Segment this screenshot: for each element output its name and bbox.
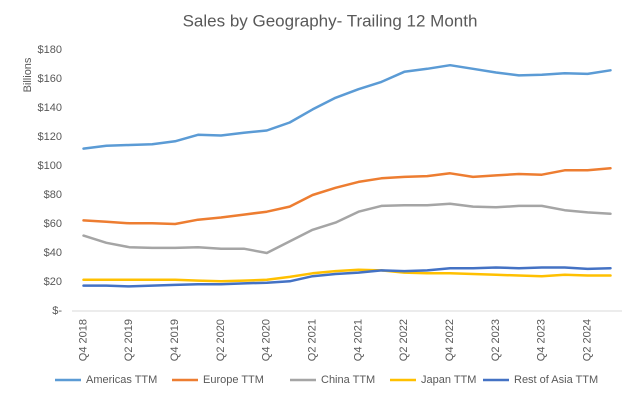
x-tick-label: Q4 2022: [444, 319, 456, 361]
y-tick-label: $80: [44, 189, 62, 201]
y-tick-label: $20: [44, 276, 62, 288]
legend-label: Japan TTM: [421, 374, 476, 386]
legend-label: Europe TTM: [203, 374, 264, 386]
y-axis-label: Billions: [22, 57, 34, 92]
x-tick-label: Q4 2023: [536, 319, 548, 361]
y-tick-label: $40: [44, 247, 62, 259]
chart-title: Sales by Geography- Trailing 12 Month: [183, 11, 478, 30]
x-tick-label: Q4 2021: [352, 319, 364, 361]
x-tick-label: Q4 2018: [77, 319, 89, 361]
y-tick-label: $160: [38, 73, 62, 85]
legend-label: Rest of Asia TTM: [514, 374, 598, 386]
legend-label: Americas TTM: [86, 374, 157, 386]
x-tick-label: Q4 2020: [261, 319, 273, 361]
series-line: [82, 268, 612, 283]
series-line: [82, 202, 612, 255]
x-tick-label: Q2 2021: [307, 319, 319, 361]
x-tick-label: Q2 2022: [398, 319, 410, 361]
y-tick-label: $140: [38, 102, 62, 114]
x-tick-label: Q2 2024: [582, 319, 594, 361]
legend-label: China TTM: [321, 374, 375, 386]
x-tick-label: Q2 2023: [490, 319, 502, 361]
y-tick-label: $180: [38, 44, 62, 56]
x-tick-label: Q2 2019: [123, 319, 135, 361]
series-line: [82, 63, 612, 150]
y-tick-label: $60: [44, 218, 62, 230]
x-tick-label: Q2 2020: [215, 319, 227, 361]
y-tick-label: $120: [38, 131, 62, 143]
y-tick-label: $100: [38, 160, 62, 172]
y-tick-label: $-: [52, 305, 62, 317]
x-tick-label: Q4 2019: [169, 319, 181, 361]
series-line: [82, 266, 612, 288]
series-line: [82, 166, 612, 226]
